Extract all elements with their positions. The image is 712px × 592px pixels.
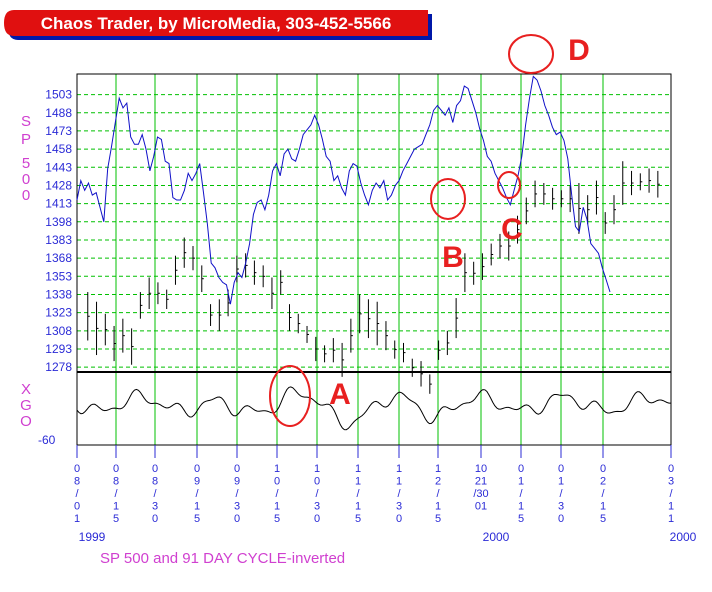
lower-y-title-x: X xyxy=(21,381,31,398)
x-tick-label: 1 0/3 0 xyxy=(314,463,320,525)
y-tick-label: 1488 xyxy=(45,106,72,120)
x-tick-label: 1 1/3 0 xyxy=(396,463,402,525)
y-tick-label: 1278 xyxy=(45,360,72,374)
plot-frame xyxy=(76,73,672,446)
y-tick-label: 1383 xyxy=(45,233,72,247)
y-tick-label: 1428 xyxy=(45,178,72,192)
y-axis-title-5: 5 xyxy=(22,155,30,172)
x-axis-year-labels: 1999 2000 2000 xyxy=(79,530,697,544)
y-tick-label: 1308 xyxy=(45,324,72,338)
lower-y-axis-title: X G O xyxy=(20,381,32,430)
sp500-line xyxy=(76,75,611,305)
x-tick-label: 10 21/30 01 xyxy=(473,463,488,513)
x-tick-label: 1 2/1 5 xyxy=(435,463,441,525)
y-tick-label: 1443 xyxy=(45,160,72,174)
x-tick-label: 0 2/1 5 xyxy=(600,463,606,525)
y-tick-label: 1413 xyxy=(45,197,72,211)
annotation-circle-c xyxy=(497,171,521,199)
y-tick-label: 1398 xyxy=(45,215,72,229)
annotations: A B C D xyxy=(269,34,590,427)
x-axis-tick-labels: 0 8/0 1 0 8/1 5 0 8/3 0 0 9/1 5 0 9/3 0 1 0/1 5 1 0/3 0 1 1/1 5… xyxy=(74,445,674,525)
annotation-label-d: D xyxy=(568,34,590,67)
y-tick-label: 1293 xyxy=(45,342,72,356)
annotation-label-a: A xyxy=(329,378,351,411)
annotation-label-b: B xyxy=(442,241,464,274)
x-tick-label: 0 1/1 5 xyxy=(518,463,524,525)
y-tick-label: 1338 xyxy=(45,287,72,301)
y-tick-label: 1458 xyxy=(45,142,72,156)
x-year-label: 2000 xyxy=(670,530,697,544)
chart-caption: SP 500 and 91 DAY CYCLE-inverted xyxy=(100,550,345,567)
y-axis-title: S P 5 0 0 xyxy=(21,113,31,204)
x-tick-label: 0 8/1 5 xyxy=(113,463,119,525)
xgo-cycle-line xyxy=(76,386,671,431)
y-tick-label: 1368 xyxy=(45,251,72,265)
banner-background xyxy=(4,10,428,36)
y-tick-label: 1323 xyxy=(45,306,72,320)
chart-grid xyxy=(77,74,671,445)
y-axis-title-0b: 0 xyxy=(22,187,30,204)
x-tick-label: 0 9/3 0 xyxy=(234,463,240,525)
annotation-circle-a xyxy=(269,365,311,427)
y-axis-title-s: S xyxy=(21,113,31,130)
x-tick-label: 0 9/1 5 xyxy=(194,463,200,525)
banner-title: Chaos Trader, by MicroMedia, 303-452-556… xyxy=(41,14,392,33)
annotation-circle-b xyxy=(430,178,466,220)
y-axis-tick-labels: 1278 1293 1308 1323 1338 1353 1368 1383 1398 1413… xyxy=(45,88,72,375)
x-tick-label: 0 8/3 0 xyxy=(152,463,158,525)
y-tick-label: 1503 xyxy=(45,88,72,102)
annotation-circle-d xyxy=(508,34,554,74)
x-tick-label: 0 8/0 1 xyxy=(74,463,80,525)
y-tick-label: 1473 xyxy=(45,124,72,138)
x-year-label: 1999 xyxy=(79,530,106,544)
title-banner: Chaos Trader, by MicroMedia, 303-452-556… xyxy=(4,10,432,40)
x-year-label: 2000 xyxy=(483,530,510,544)
y-axis-title-0a: 0 xyxy=(22,171,30,188)
annotation-label-c: C xyxy=(501,213,523,246)
x-tick-label: 1 1/1 5 xyxy=(355,463,361,525)
lower-y-title-g: G xyxy=(20,397,32,414)
x-tick-label: 0 3/1 1 xyxy=(668,463,674,525)
lower-y-tick-label: -60 xyxy=(38,433,56,447)
price-bars xyxy=(87,161,660,394)
x-tick-label: 1 0/1 5 xyxy=(274,463,280,525)
lower-y-title-o: O xyxy=(20,413,32,430)
y-axis-title-p: P xyxy=(21,131,31,148)
x-tick-label: 0 1/3 0 xyxy=(558,463,564,525)
y-tick-label: 1353 xyxy=(45,269,72,283)
